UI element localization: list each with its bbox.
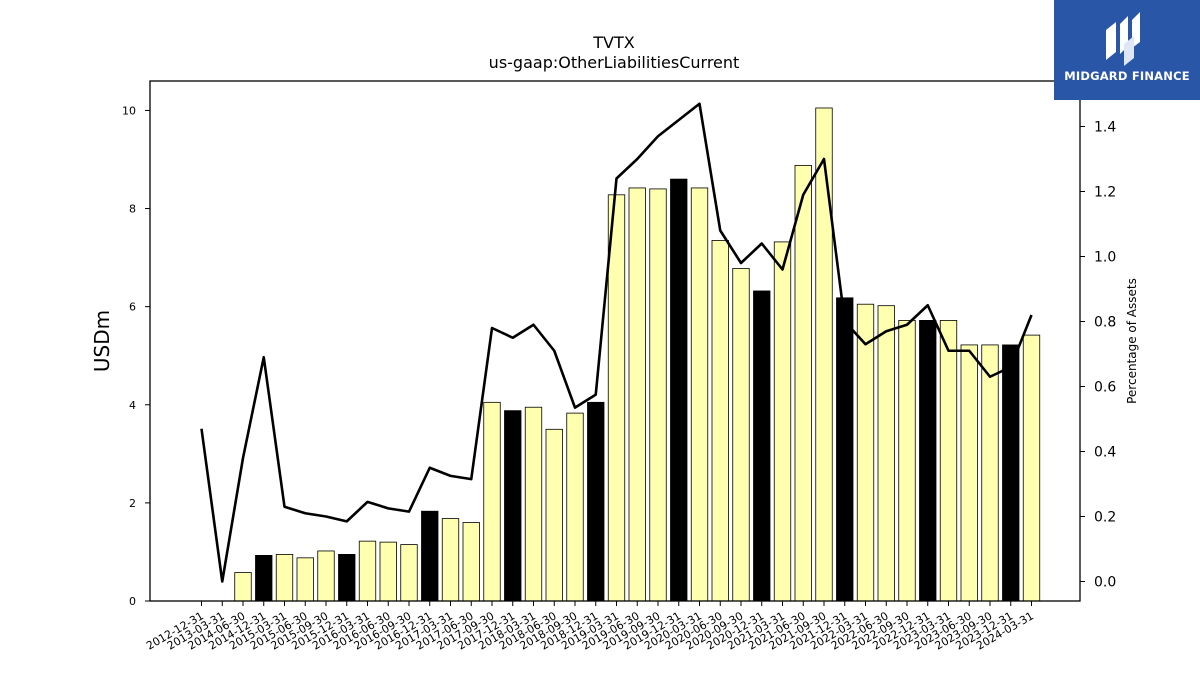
bar-group	[234, 107, 1041, 602]
y-tick-label: 8	[129, 203, 136, 216]
bar	[338, 554, 356, 602]
chart-subtitle: us-gaap:OtherLiabilitiesCurrent	[489, 53, 740, 72]
bar	[504, 410, 522, 602]
right-axis: 0.0 0.2 0.4 0.6 0.8 1.0 1.2 1.4	[1080, 120, 1116, 591]
y-tick-label: 6	[129, 301, 136, 314]
bar	[566, 412, 584, 602]
y2-tick-label: 0.0	[1094, 575, 1116, 591]
bar	[773, 241, 792, 602]
bar	[628, 187, 646, 602]
y-tick-label: 10	[122, 104, 136, 117]
bar	[815, 107, 833, 602]
bar	[296, 557, 314, 602]
bar	[462, 522, 480, 602]
y2-tick-label: 0.2	[1094, 510, 1116, 526]
bar	[649, 188, 667, 602]
bar	[255, 554, 273, 602]
chart-title: TVTX	[592, 33, 634, 52]
brand-logo: MIDGARD FINANCE	[1054, 0, 1200, 100]
y-tick-label: 2	[129, 497, 136, 510]
bar	[400, 544, 418, 602]
plot-frame	[149, 80, 1081, 602]
bar	[877, 305, 895, 602]
bar	[1022, 334, 1041, 602]
bar	[545, 428, 563, 602]
y2-tick-label: 1.4	[1094, 120, 1116, 136]
bar	[856, 303, 875, 602]
y2-tick-label: 0.4	[1094, 445, 1116, 461]
bar	[732, 267, 750, 602]
bar	[919, 319, 937, 602]
bar	[483, 401, 501, 602]
bar	[711, 240, 729, 602]
bar	[753, 290, 771, 602]
bar	[441, 518, 460, 602]
y-axis-label: USDm	[90, 310, 114, 372]
y2-tick-label: 0.6	[1094, 380, 1116, 396]
bar	[898, 319, 916, 602]
y2-axis-label: Percentage of Assets	[1125, 278, 1139, 404]
bar	[317, 550, 335, 602]
bar	[607, 194, 626, 602]
bar	[358, 540, 377, 602]
y-tick-label: 4	[129, 399, 136, 412]
bar	[587, 401, 605, 602]
y-tick-label: 0	[129, 595, 136, 608]
line-group	[200, 102, 1033, 583]
x-axis: 2012-12-312013-03-312014-06-302014-12-31…	[144, 601, 1036, 653]
bar	[836, 297, 854, 602]
bar	[939, 319, 958, 602]
bar	[421, 510, 439, 602]
left-axis: 0 2 4 6 8 10	[122, 104, 150, 608]
bar	[794, 164, 812, 602]
y2-tick-label: 1.0	[1094, 250, 1116, 266]
y2-tick-label: 0.8	[1094, 315, 1116, 331]
logo-text: MIDGARD FINANCE	[1064, 69, 1190, 83]
bar	[960, 344, 978, 602]
bar	[981, 344, 999, 602]
bar	[670, 178, 688, 602]
bar	[275, 554, 294, 602]
bar	[690, 187, 709, 602]
midgard-logo-icon	[1106, 12, 1140, 66]
bar	[234, 572, 252, 602]
line-series	[200, 102, 1033, 583]
bar	[379, 541, 397, 602]
bar	[524, 406, 543, 602]
y2-tick-label: 1.2	[1094, 185, 1116, 201]
bar	[1002, 344, 1020, 602]
